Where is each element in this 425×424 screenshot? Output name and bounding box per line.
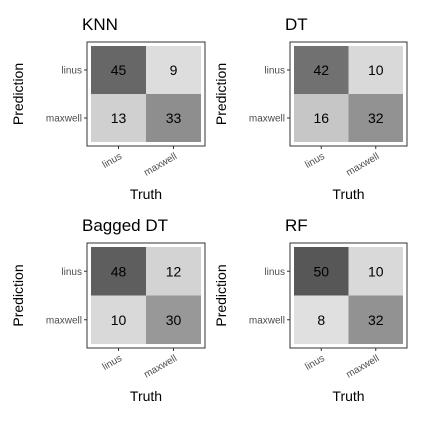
heatmap-cell <box>348 247 403 296</box>
y-tick-label: linus <box>264 267 285 278</box>
cell-value-label: 10 <box>111 312 127 328</box>
panel-border <box>289 41 408 147</box>
x-tick-label: linus <box>101 151 124 171</box>
y-axis-title: Prediction <box>10 63 26 125</box>
panel-border <box>289 242 408 349</box>
cell-value-label: 13 <box>111 110 127 126</box>
x-tick-label: maxwell <box>142 353 179 381</box>
cell-value-label: 48 <box>111 263 127 279</box>
y-tick-label: linus <box>61 267 82 278</box>
y-tick-label: maxwell <box>46 114 82 125</box>
cell-value-label: 10 <box>368 263 384 279</box>
panel-3: RF 50 10 8 32 linus maxwell linus maxwell Truth Pr… <box>213 216 408 404</box>
y-tick-label: maxwell <box>249 315 285 326</box>
panel-title: DT <box>285 15 308 34</box>
heatmap-cell <box>146 94 201 142</box>
cell-value-label: 32 <box>368 312 384 328</box>
heatmap-cell <box>146 295 201 344</box>
y-axis-title: Prediction <box>213 264 229 326</box>
panel-2: Bagged DT 48 12 10 30 linus maxwell linus maxwel… <box>10 216 206 404</box>
cell-value-label: 12 <box>166 263 182 279</box>
x-tick-label: linus <box>303 353 326 373</box>
cell-value-label: 33 <box>166 110 182 126</box>
heatmap-cell <box>294 247 349 296</box>
cell-value-label: 45 <box>111 62 127 78</box>
heatmap-cell <box>294 46 349 94</box>
y-tick-label: linus <box>61 66 82 77</box>
x-axis-title: Truth <box>332 388 364 404</box>
cell-value-label: 32 <box>368 110 384 126</box>
heatmap-cell <box>294 94 349 142</box>
panel-title: KNN <box>82 15 118 34</box>
heatmap-cell <box>91 94 146 142</box>
x-tick-label: linus <box>101 353 124 373</box>
x-tick-label: maxwell <box>142 151 179 179</box>
cell-value-label: 8 <box>317 312 325 328</box>
panel-1: DT 42 10 16 32 linus maxwell linus maxwell Truth P… <box>213 15 408 202</box>
heatmap-cell <box>91 295 146 344</box>
x-axis-title: Truth <box>332 186 364 202</box>
x-tick-label: linus <box>303 151 326 171</box>
cell-value-label: 50 <box>313 263 329 279</box>
cell-value-label: 9 <box>170 62 178 78</box>
panel-border <box>86 41 206 147</box>
x-tick-label: maxwell <box>344 353 381 381</box>
heatmap-cell <box>348 94 403 142</box>
heatmap-cell <box>146 247 201 296</box>
panel-title: Bagged DT <box>82 216 168 235</box>
y-axis-title: Prediction <box>213 63 229 125</box>
x-tick-label: maxwell <box>344 151 381 179</box>
heatmap-cell <box>348 46 403 94</box>
cell-value-label: 42 <box>313 62 329 78</box>
y-tick-label: maxwell <box>46 315 82 326</box>
panel-title: RF <box>285 216 308 235</box>
panel-border <box>86 242 206 349</box>
cell-value-label: 10 <box>368 62 384 78</box>
heatmap-cell <box>348 295 403 344</box>
x-axis-title: Truth <box>130 186 162 202</box>
heatmap-cell <box>294 295 349 344</box>
y-tick-label: maxwell <box>249 114 285 125</box>
cell-value-label: 30 <box>166 312 182 328</box>
y-axis-title: Prediction <box>10 264 26 326</box>
cell-value-label: 16 <box>313 110 329 126</box>
panel-0: KNN 45 9 13 33 linus maxwell linus maxwell Truth P… <box>10 15 206 202</box>
x-axis-title: Truth <box>130 388 162 404</box>
heatmap-cell <box>146 46 201 94</box>
heatmap-cell <box>91 247 146 296</box>
heatmap-cell <box>91 46 146 94</box>
y-tick-label: linus <box>264 66 285 77</box>
